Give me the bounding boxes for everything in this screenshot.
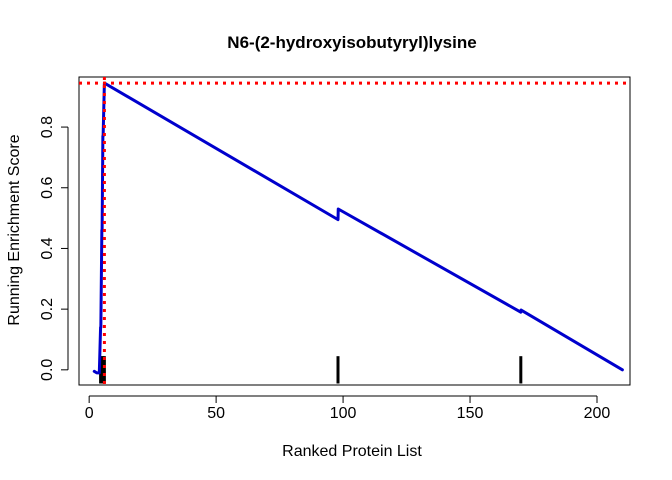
x-axis: 0 50 100 150 200 <box>85 395 611 422</box>
peak-indicator-lines <box>79 77 630 385</box>
x-tick-label: 0 <box>85 405 94 422</box>
series-group <box>92 81 624 375</box>
y-axis: 0.0 0.2 0.4 0.6 0.8 <box>39 116 69 381</box>
plot-frame <box>78 76 631 386</box>
chart-title: N6-(2-hydroxyisobutyryl)lysine <box>227 33 476 52</box>
x-axis-label: Ranked Protein List <box>282 443 422 460</box>
running-score-line <box>92 81 624 375</box>
y-tick-label: 0.0 <box>39 359 56 381</box>
y-axis-label: Running Enrichment Score <box>6 134 23 325</box>
y-tick-label: 0.8 <box>39 116 56 138</box>
x-tick-label: 50 <box>207 405 225 422</box>
y-tick-label: 0.6 <box>39 177 56 199</box>
hit-markers <box>99 356 523 384</box>
x-tick-label: 150 <box>457 405 484 422</box>
x-tick-label: 200 <box>584 405 611 422</box>
y-tick-label: 0.2 <box>39 298 56 320</box>
x-tick-label: 100 <box>330 405 357 422</box>
y-tick-label: 0.4 <box>39 237 56 259</box>
